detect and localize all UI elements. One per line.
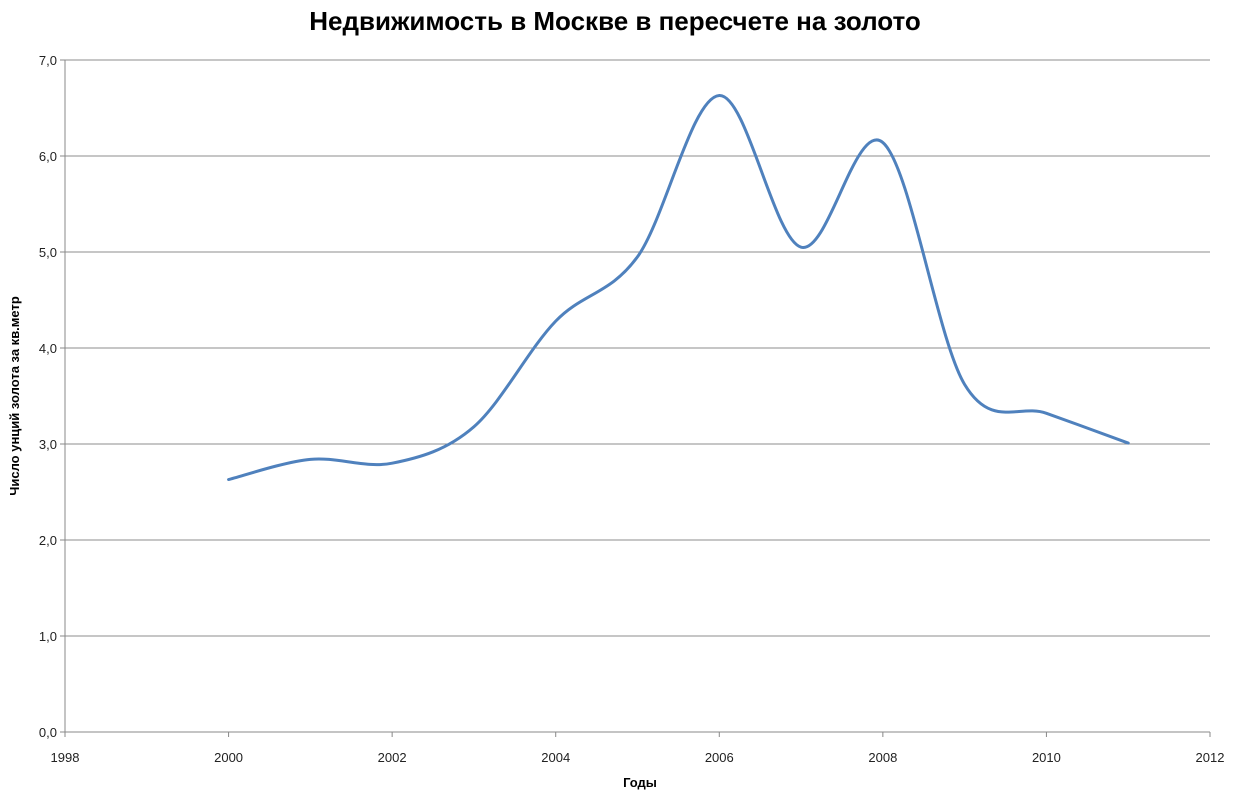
x-tick-label: 1998 xyxy=(51,750,80,765)
y-tick-label: 0,0 xyxy=(39,725,57,740)
y-tick-label: 6,0 xyxy=(39,149,57,164)
chart-title: Недвижимость в Москве в пересчете на зол… xyxy=(309,6,921,36)
x-tick-label: 2010 xyxy=(1032,750,1061,765)
x-tick-label: 2008 xyxy=(868,750,897,765)
y-tick-label: 2,0 xyxy=(39,533,57,548)
series-lines xyxy=(227,94,1130,482)
y-tick-label: 7,0 xyxy=(39,53,57,68)
y-axis-label: Число унций золота за кв.метр xyxy=(7,296,22,496)
series-line xyxy=(227,94,1130,482)
x-tick-label: 2002 xyxy=(378,750,407,765)
gridlines xyxy=(60,59,1211,737)
y-tick-label: 1,0 xyxy=(39,629,57,644)
x-axis-label: Годы xyxy=(623,775,657,790)
x-tick-label: 2004 xyxy=(541,750,570,765)
x-tick-label: 2006 xyxy=(705,750,734,765)
x-tick-labels: 1998 2000 2002 2004 2006 2008 2010 2012 xyxy=(51,750,1225,765)
x-tick-label: 2000 xyxy=(214,750,243,765)
y-tick-labels: 0,0 1,0 2,0 3,0 4,0 5,0 6,0 7,0 xyxy=(39,53,57,740)
axes xyxy=(64,60,1210,733)
y-tick-label: 5,0 xyxy=(39,245,57,260)
x-tick-label: 2012 xyxy=(1196,750,1225,765)
y-tick-label: 4,0 xyxy=(39,341,57,356)
y-tick-label: 3,0 xyxy=(39,437,57,452)
